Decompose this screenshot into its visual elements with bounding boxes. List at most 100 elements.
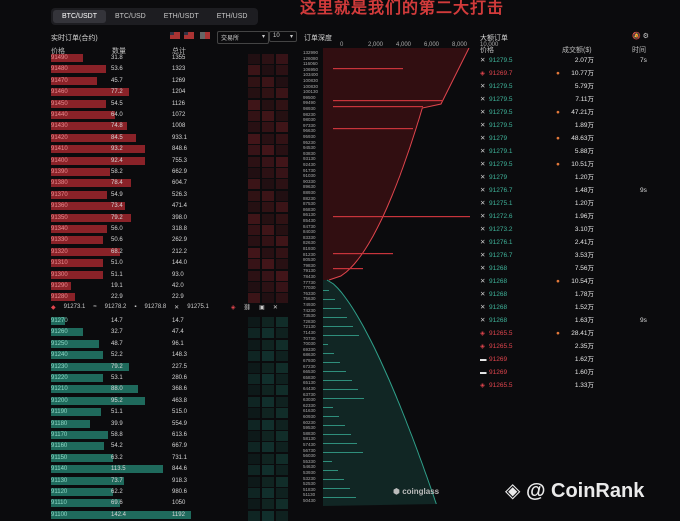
large-order-row[interactable]: ✕ 91275.1 1.20万 [480, 197, 650, 210]
large-order-row[interactable]: ✕ 91276.7 1.48万 9s [480, 184, 650, 197]
gear-icon[interactable]: ⚙ [642, 33, 649, 40]
ask-row[interactable]: 91430 74.8 1008 [51, 122, 191, 131]
large-order-row[interactable]: ▬ 91269 1.62万 [480, 353, 650, 366]
large-order-row[interactable]: ✕ 91279.5 1.89万 [480, 119, 650, 132]
bid-row[interactable]: 91180 39.9 554.9 [51, 419, 191, 428]
large-order-row[interactable]: ✕ 91279.1 5.88万 [480, 145, 650, 158]
ask-row[interactable]: 91480 53.6 1323 [51, 65, 191, 74]
ask-row[interactable]: 91490 31.8 1355 [51, 54, 191, 62]
settings-icons[interactable]: 🔕 ⚙ [632, 32, 649, 40]
bid-row[interactable]: 91150 63.2 731.1 [51, 453, 191, 462]
ask-row[interactable]: 91320 68.2 212.2 [51, 247, 191, 256]
bid-row[interactable]: 91100 142.4 1192 [51, 510, 191, 519]
heat-cell-bid [248, 465, 260, 476]
large-order-row[interactable]: ✕ 91276.1 2.41万 [480, 236, 650, 249]
ask-row[interactable]: 91410 93.2 848.6 [51, 145, 191, 154]
ask-row[interactable]: 91360 73.4 471.4 [51, 202, 191, 211]
binance-icon: ◈ [480, 343, 485, 350]
depth-select[interactable]: 10 ▾ [269, 31, 297, 42]
bid-row[interactable]: 91120 62.2 980.6 [51, 488, 191, 496]
bid-row[interactable]: 91220 53.1 280.6 [51, 374, 191, 382]
ask-row[interactable]: 91350 79.2 398.0 [51, 213, 191, 222]
ask-row[interactable]: 91400 92.4 755.3 [51, 156, 191, 165]
ask-depth-bar [51, 247, 120, 256]
ask-row[interactable]: 91380 78.4 604.7 [51, 179, 191, 188]
depth-price-label: 56030 [303, 453, 316, 459]
large-order-row[interactable]: ▬ 91269 1.60万 [480, 366, 650, 379]
ask-row[interactable]: 91310 51.0 144.0 [51, 259, 191, 268]
tab-btc-usd[interactable]: BTC/USD [115, 13, 146, 20]
ask-row[interactable]: 91330 50.6 262.9 [51, 236, 191, 245]
heat-cell-ask [276, 190, 288, 201]
bid-row[interactable]: 91250 48.7 96.1 [51, 339, 191, 348]
tab-eth-usd[interactable]: ETH/USD [216, 13, 248, 20]
ask-row[interactable]: 91420 84.5 933.1 [51, 133, 191, 142]
large-order-row[interactable]: ◈ 91265.5 2.35万 [480, 340, 650, 353]
bid-qty: 58.8 [111, 432, 123, 438]
ask-row[interactable]: 91450 54.5 1126 [51, 99, 191, 108]
ask-row[interactable]: 91340 56.0 318.8 [51, 225, 191, 233]
ask-row[interactable]: 91460 77.2 1204 [51, 88, 191, 97]
bid-row[interactable]: 91200 95.2 463.8 [51, 396, 191, 405]
large-order-row[interactable]: ✕ 91268 ● 10.54万 [480, 275, 650, 288]
bid-row[interactable]: 91130 73.7 918.3 [51, 476, 191, 485]
ask-total: 22.9 [172, 294, 184, 301]
large-order-row[interactable]: ◈ 91269.7 ● 10.77万 [480, 67, 650, 80]
ask-row[interactable]: 91390 58.2 662.9 [51, 168, 191, 176]
large-order-row[interactable]: ◈ 91265.5 ● 28.41万 [480, 327, 650, 340]
large-order-row[interactable]: ✕ 91279.5 2.07万 7s [480, 54, 650, 67]
flag-icon[interactable] [170, 32, 180, 39]
exchange-select[interactable]: 交易所 ▾ [217, 31, 269, 44]
depth-price-label: 100130 [303, 89, 319, 95]
flag-icon-2[interactable] [184, 32, 194, 39]
x-toggle-icon[interactable]: ✕ [272, 304, 278, 311]
mute-icon[interactable]: 🔕 [632, 33, 641, 40]
ask-row[interactable]: 91290 19.1 42.0 [51, 282, 191, 290]
large-order-row[interactable]: ✕ 91279 1.20万 [480, 171, 650, 184]
bid-wall [323, 308, 341, 309]
large-order-price: 91279.1 [489, 148, 513, 155]
bid-row[interactable]: 91230 79.2 227.5 [51, 362, 191, 371]
bid-qty: 95.2 [111, 397, 123, 404]
bid-row[interactable]: 91240 52.2 148.3 [51, 351, 191, 360]
bid-row[interactable]: 91140 113.5 844.6 [51, 465, 191, 474]
large-order-row[interactable]: ✕ 91279.5 ● 47.21万 [480, 106, 650, 119]
link-icon[interactable]: ⛓ [243, 304, 252, 311]
bid-total: 148.3 [172, 352, 188, 359]
large-order-row[interactable]: ✕ 91268 7.56万 [480, 262, 650, 275]
bid-row[interactable]: 91270 14.7 14.7 [51, 317, 191, 325]
bid-row[interactable]: 91170 58.8 613.6 [51, 431, 191, 439]
bid-row[interactable]: 91190 51.1 515.0 [51, 408, 191, 417]
large-order-row[interactable]: ✕ 91272.6 1.96万 [480, 210, 650, 223]
large-order-row[interactable]: ✕ 91268 1.52万 [480, 301, 650, 314]
large-order-row[interactable]: ✕ 91279.5 7.11万 [480, 93, 650, 106]
large-order-row[interactable]: ✕ 91279 ● 48.63万 [480, 132, 650, 145]
tab-btc-usdt[interactable]: BTC/USDT [53, 10, 106, 23]
large-order-row[interactable]: ✕ 91279.5 ● 10.51万 [480, 158, 650, 171]
heat-cell-ask [262, 65, 274, 76]
large-order-price: 91269.7 [489, 70, 513, 77]
bid-row[interactable]: 91260 32.7 47.4 [51, 328, 191, 337]
ask-row[interactable]: 91300 51.1 93.0 [51, 270, 191, 279]
flag-icon-3[interactable] [200, 32, 210, 39]
large-order-row[interactable]: ✕ 91279.5 5.79万 [480, 80, 650, 93]
square-toggle-icon[interactable]: ▣ [259, 304, 265, 311]
ask-row[interactable]: 91470 45.7 1269 [51, 76, 191, 85]
large-order-time: 9s [640, 317, 647, 324]
large-order-value: 2.35万 [574, 343, 594, 350]
large-order-row[interactable]: ◈ 91265.5 1.33万 [480, 379, 650, 392]
bid-depth-bar [51, 488, 113, 496]
bid-row[interactable]: 91110 69.6 1050 [51, 499, 191, 508]
large-order-row[interactable]: ✕ 91276.7 3.53万 [480, 249, 650, 262]
bid-row[interactable]: 91210 88.0 368.6 [51, 385, 191, 394]
ask-row[interactable]: 91440 64.0 1072 [51, 111, 191, 119]
ask-row[interactable]: 91280 22.9 22.9 [51, 293, 191, 302]
tab-eth-usdt[interactable]: ETH/USDT [163, 13, 199, 20]
large-order-row[interactable]: ✕ 91268 1.63万 9s [480, 314, 650, 327]
large-order-row[interactable]: ✕ 91273.2 3.10万 [480, 223, 650, 236]
large-order-row[interactable]: ✕ 91268 1.78万 [480, 288, 650, 301]
binance-icon[interactable]: ◈ [230, 304, 236, 311]
bid-row[interactable]: 91160 54.2 667.9 [51, 442, 191, 451]
ask-row[interactable]: 91370 54.9 526.3 [51, 190, 191, 199]
heat-cell-ask [276, 76, 288, 87]
